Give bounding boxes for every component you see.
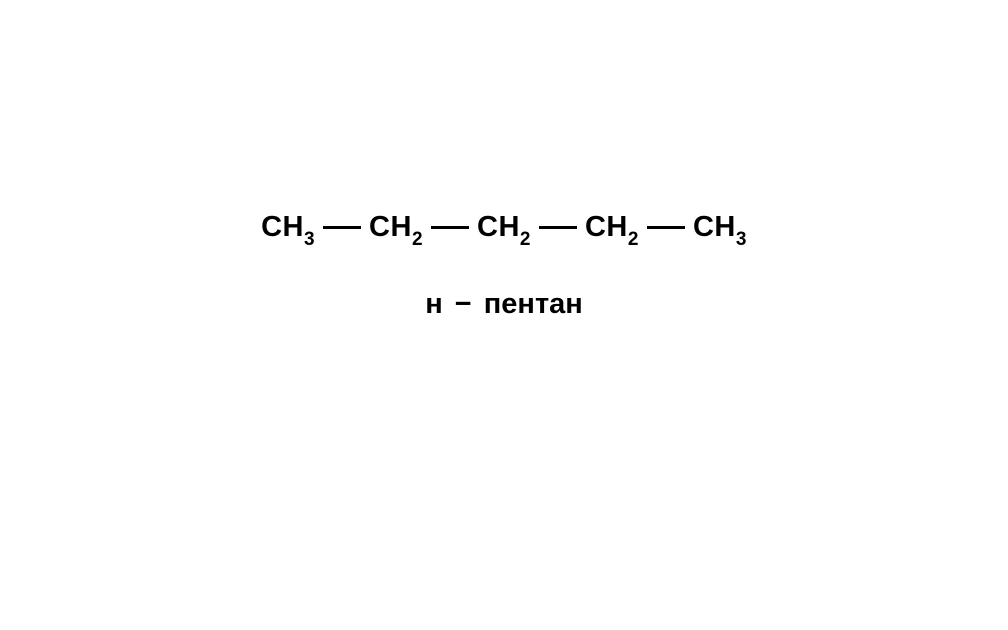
- group-base: CH: [261, 211, 304, 243]
- label-name: пентан: [484, 288, 583, 320]
- group-sub: 3: [304, 229, 315, 250]
- group-base: CH: [477, 211, 520, 243]
- group-sub: 3: [736, 229, 747, 250]
- group-base: CH: [585, 211, 628, 243]
- bond-3: [539, 226, 577, 229]
- diagram-canvas: CH3 CH2 CH2 CH2 CH3 н − пентан: [0, 0, 1008, 630]
- carbon-group-1: CH3: [261, 213, 315, 247]
- group-sub: 2: [412, 229, 423, 250]
- bond-2: [431, 226, 469, 229]
- carbon-group-3: CH2: [477, 213, 531, 247]
- carbon-group-4: CH2: [585, 213, 639, 247]
- carbon-group-2: CH2: [369, 213, 423, 247]
- label-dash: −: [451, 288, 476, 321]
- group-base: CH: [369, 211, 412, 243]
- label-prefix: н: [425, 288, 443, 320]
- group-sub: 2: [628, 229, 639, 250]
- bond-1: [323, 226, 361, 229]
- bond-4: [647, 226, 685, 229]
- compound-label: н − пентан: [0, 288, 1008, 321]
- carbon-group-5: CH3: [693, 213, 747, 247]
- group-sub: 2: [520, 229, 531, 250]
- group-base: CH: [693, 211, 736, 243]
- formula-row: CH3 CH2 CH2 CH2 CH3: [0, 213, 1008, 247]
